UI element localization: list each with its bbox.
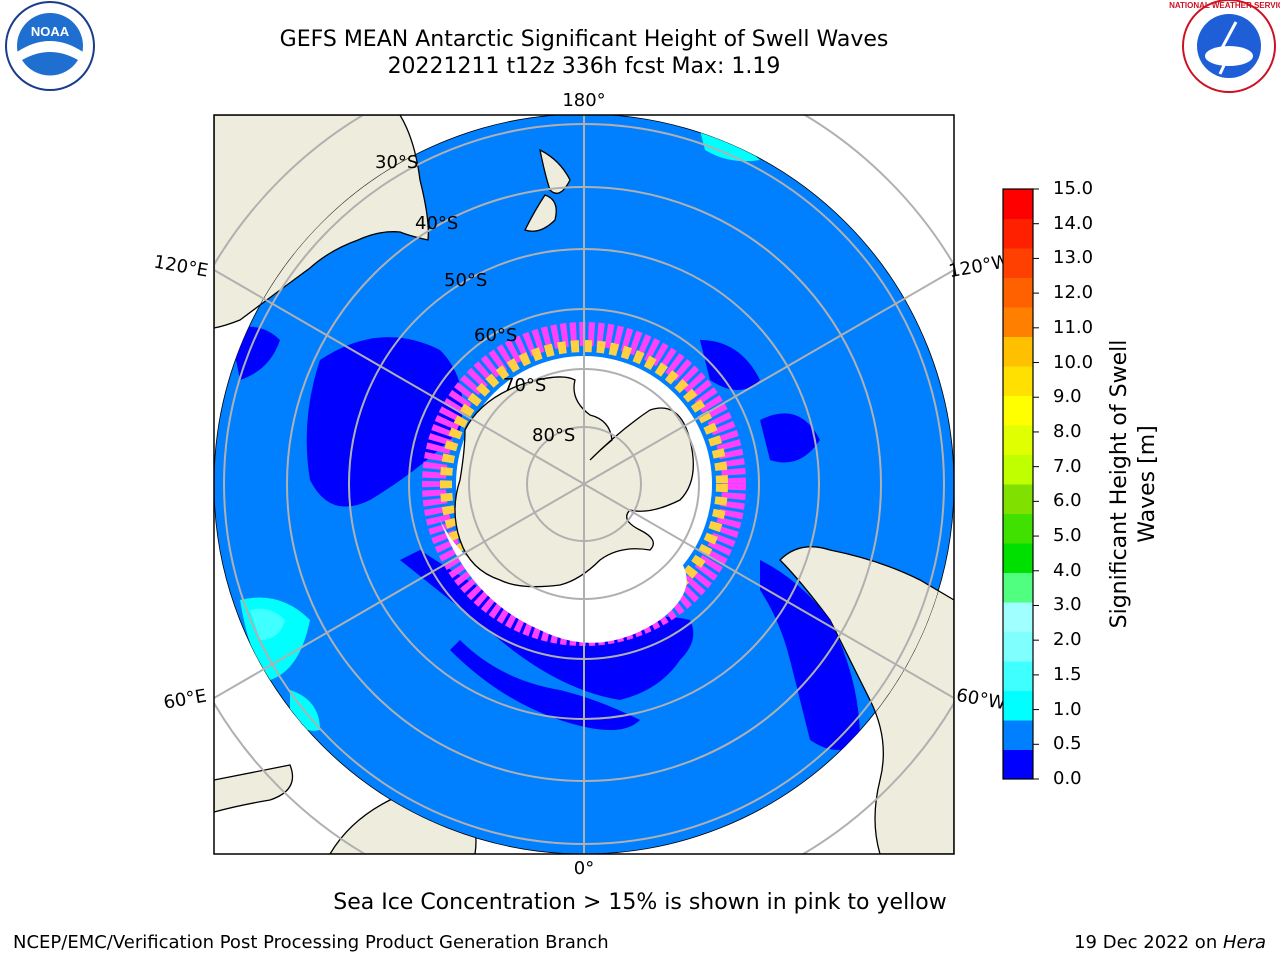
- colorbar-segment: [1003, 454, 1033, 485]
- colorbar-segments: [1003, 189, 1033, 780]
- noaa-logo-text: NOAA: [31, 24, 70, 39]
- colorbar-segment: [1003, 307, 1033, 337]
- colorbar-segment: [1003, 336, 1033, 367]
- colorbar-tick-label: 9.0: [1053, 386, 1082, 408]
- colorbar-segment: [1003, 631, 1033, 662]
- colorbar-segment: [1003, 572, 1033, 603]
- colorbar-segment: [1003, 602, 1033, 632]
- colorbar-tick-label: 4.0: [1053, 559, 1082, 581]
- colorbar-tick-label: 7.0: [1053, 455, 1082, 477]
- colorbar-segment: [1003, 425, 1033, 455]
- graticule: [214, 115, 954, 854]
- colorbar-tick-label: 12.0: [1053, 282, 1094, 304]
- colorbar-tick-label: 15.0: [1053, 178, 1094, 199]
- colorbar-tick-label: 10.0: [1053, 351, 1094, 373]
- nws-logo: NATIONAL WEATHER SERVICE: [1169, 0, 1280, 93]
- colorbar-segment: [1003, 484, 1033, 514]
- lat-label-40s: 40°S: [415, 213, 458, 234]
- map-title-line2: 20221211 t12z 336h fcst Max: 1.19: [387, 54, 781, 79]
- colorbar-segment: [1003, 189, 1033, 219]
- map-area: 30°S 40°S 50°S 60°S 70°S 80°S: [214, 115, 954, 854]
- colorbar-segment: [1003, 366, 1033, 396]
- colorbar-segment: [1003, 690, 1033, 721]
- colorbar-tick-label: 0.5: [1053, 733, 1082, 755]
- colorbar-segment: [1003, 395, 1033, 426]
- antarctica-land: [454, 376, 694, 588]
- map-title-line1: GEFS MEAN Antarctic Significant Height o…: [279, 27, 889, 52]
- colorbar-segment: [1003, 720, 1033, 750]
- colorbar-tick-label: 2.0: [1053, 629, 1082, 651]
- colorbar-segment: [1003, 277, 1033, 308]
- lon-label-0: 0°: [574, 858, 594, 879]
- footer-date-text: 19 Dec 2022 on: [1074, 932, 1223, 953]
- swell-low-regions: [230, 326, 860, 750]
- lat-label-50s: 50°S: [444, 270, 487, 291]
- footer-host: Hera: [1222, 932, 1266, 953]
- colorbar-frame: [1002, 188, 1034, 780]
- ocean-details: [214, 115, 954, 854]
- colorbar-tick-label: 1.0: [1053, 698, 1082, 720]
- colorbar-tick-label: 8.0: [1053, 420, 1082, 442]
- lon-label-180: 180°: [562, 90, 605, 111]
- colorbar-segment: [1003, 218, 1033, 249]
- noaa-logo: NOAA: [5, 1, 95, 91]
- lat-label-70s: 70°S: [503, 375, 546, 396]
- colorbar-segment: [1003, 513, 1033, 544]
- colorbar-tick-label: 11.0: [1053, 316, 1094, 338]
- nws-logo-text: NATIONAL WEATHER SERVICE: [1169, 1, 1280, 10]
- lat-label-60s: 60°S: [474, 325, 517, 346]
- colorbar-title: Significant Height of Swell Waves [m]: [1107, 339, 1160, 629]
- colorbar-tick-label: 14.0: [1053, 212, 1094, 234]
- colorbar-tick-label: 3.0: [1053, 594, 1082, 616]
- colorbar-tick-label: 0.0: [1053, 768, 1082, 789]
- colorbar-segment: [1003, 543, 1033, 573]
- footer-date: 19 Dec 2022 on Hera: [1074, 932, 1266, 953]
- colorbar-segment: [1003, 661, 1033, 691]
- lon-label-120e: 120°E: [152, 251, 210, 281]
- lon-label-60e: 60°E: [162, 685, 208, 713]
- colorbar-tick-label: 13.0: [1053, 247, 1094, 269]
- lon-label-60w: 60°W: [955, 685, 1008, 714]
- colorbar-tick-label: 6.0: [1053, 490, 1082, 512]
- colorbar: [1002, 188, 1039, 780]
- sea-ice-caption: Sea Ice Concentration > 15% is shown in …: [333, 890, 947, 915]
- lat-label-80s: 80°S: [532, 425, 575, 446]
- lon-label-120w: 120°W: [947, 251, 1011, 282]
- lat-label-30s: 30°S: [375, 152, 418, 173]
- colorbar-tick-label: 1.5: [1053, 663, 1082, 685]
- colorbar-ticks: [1033, 188, 1039, 780]
- colorbar-segment: [1003, 749, 1033, 780]
- colorbar-tick-label: 5.0: [1053, 525, 1082, 547]
- map-frame: [213, 114, 955, 855]
- colorbar-segment: [1003, 248, 1033, 278]
- footer-credit: NCEP/EMC/Verification Post Processing Pr…: [13, 932, 609, 953]
